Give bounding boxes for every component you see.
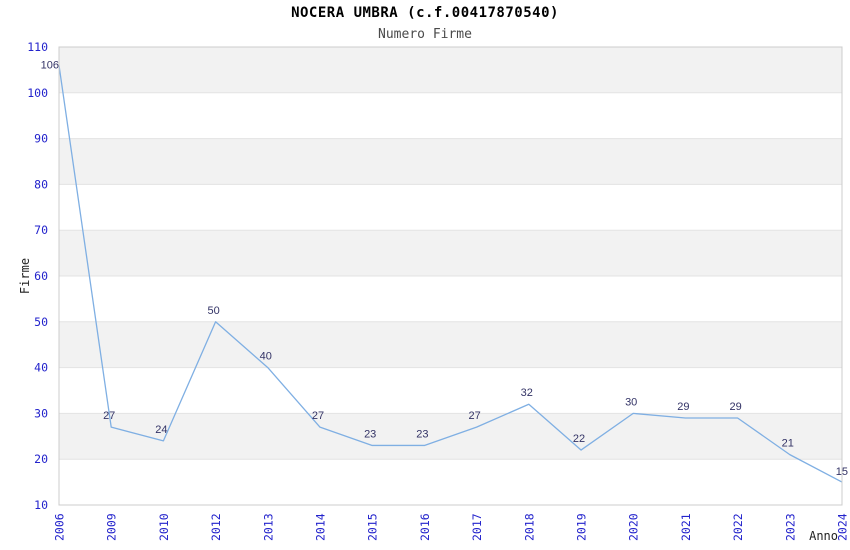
x-tick-label: 2010 bbox=[157, 513, 171, 541]
x-tick-label: 2021 bbox=[679, 513, 693, 541]
x-tick-label: 2013 bbox=[261, 513, 275, 541]
point-label: 32 bbox=[521, 387, 533, 399]
grid-band bbox=[59, 321, 842, 368]
x-tick-label: 2015 bbox=[366, 513, 380, 541]
y-tick-label: 20 bbox=[34, 452, 48, 466]
point-label: 24 bbox=[155, 424, 167, 436]
x-tick-label: 2018 bbox=[522, 513, 536, 541]
point-label: 23 bbox=[364, 428, 376, 440]
point-label: 29 bbox=[677, 401, 689, 413]
x-tick-label: 2019 bbox=[575, 513, 589, 541]
x-tick-label: 2024 bbox=[836, 513, 850, 541]
y-tick-label: 50 bbox=[34, 315, 48, 329]
plot-border bbox=[58, 46, 843, 506]
grid-band bbox=[59, 47, 842, 93]
chart-title: NOCERA UMBRA (c.f.00417870540) bbox=[291, 5, 559, 21]
point-label: 23 bbox=[416, 428, 428, 440]
x-tick-label: 2023 bbox=[783, 513, 797, 541]
y-tick-label: 80 bbox=[34, 177, 48, 191]
y-tick-label: 30 bbox=[34, 406, 48, 420]
point-label: 27 bbox=[312, 410, 324, 422]
x-tick-label: 2016 bbox=[418, 513, 432, 541]
x-tick-label: 2017 bbox=[470, 513, 484, 541]
grid-band bbox=[59, 138, 842, 185]
y-tick-label: 10 bbox=[34, 498, 48, 512]
chart-subtitle: Numero Firme bbox=[378, 27, 472, 42]
y-tick-label: 70 bbox=[34, 223, 48, 237]
x-tick-label: 2009 bbox=[105, 513, 119, 541]
y-tick-label: 90 bbox=[34, 132, 48, 146]
x-tick-label: 2012 bbox=[209, 513, 223, 541]
x-tick-label: 2014 bbox=[314, 513, 328, 541]
x-tick-label: 2022 bbox=[731, 513, 745, 541]
point-label: 30 bbox=[625, 396, 637, 408]
point-label: 27 bbox=[468, 410, 480, 422]
x-axis-title: Anno bbox=[809, 529, 838, 543]
point-label: 27 bbox=[103, 410, 115, 422]
point-label: 50 bbox=[207, 305, 219, 317]
y-tick-label: 60 bbox=[34, 269, 48, 283]
point-label: 106 bbox=[41, 59, 59, 71]
grid-band bbox=[59, 230, 842, 276]
x-tick-label: 2020 bbox=[627, 513, 641, 541]
x-tick-label: 2006 bbox=[53, 513, 67, 541]
y-tick-label: 40 bbox=[34, 361, 48, 375]
point-label: 22 bbox=[573, 433, 585, 445]
point-label: 21 bbox=[782, 438, 794, 450]
series-line bbox=[58, 65, 843, 483]
point-label: 40 bbox=[260, 351, 272, 363]
point-label: 29 bbox=[729, 401, 741, 413]
y-tick-label: 110 bbox=[27, 40, 48, 54]
y-tick-label: 100 bbox=[27, 86, 48, 100]
y-axis-title: Firme bbox=[18, 258, 32, 294]
